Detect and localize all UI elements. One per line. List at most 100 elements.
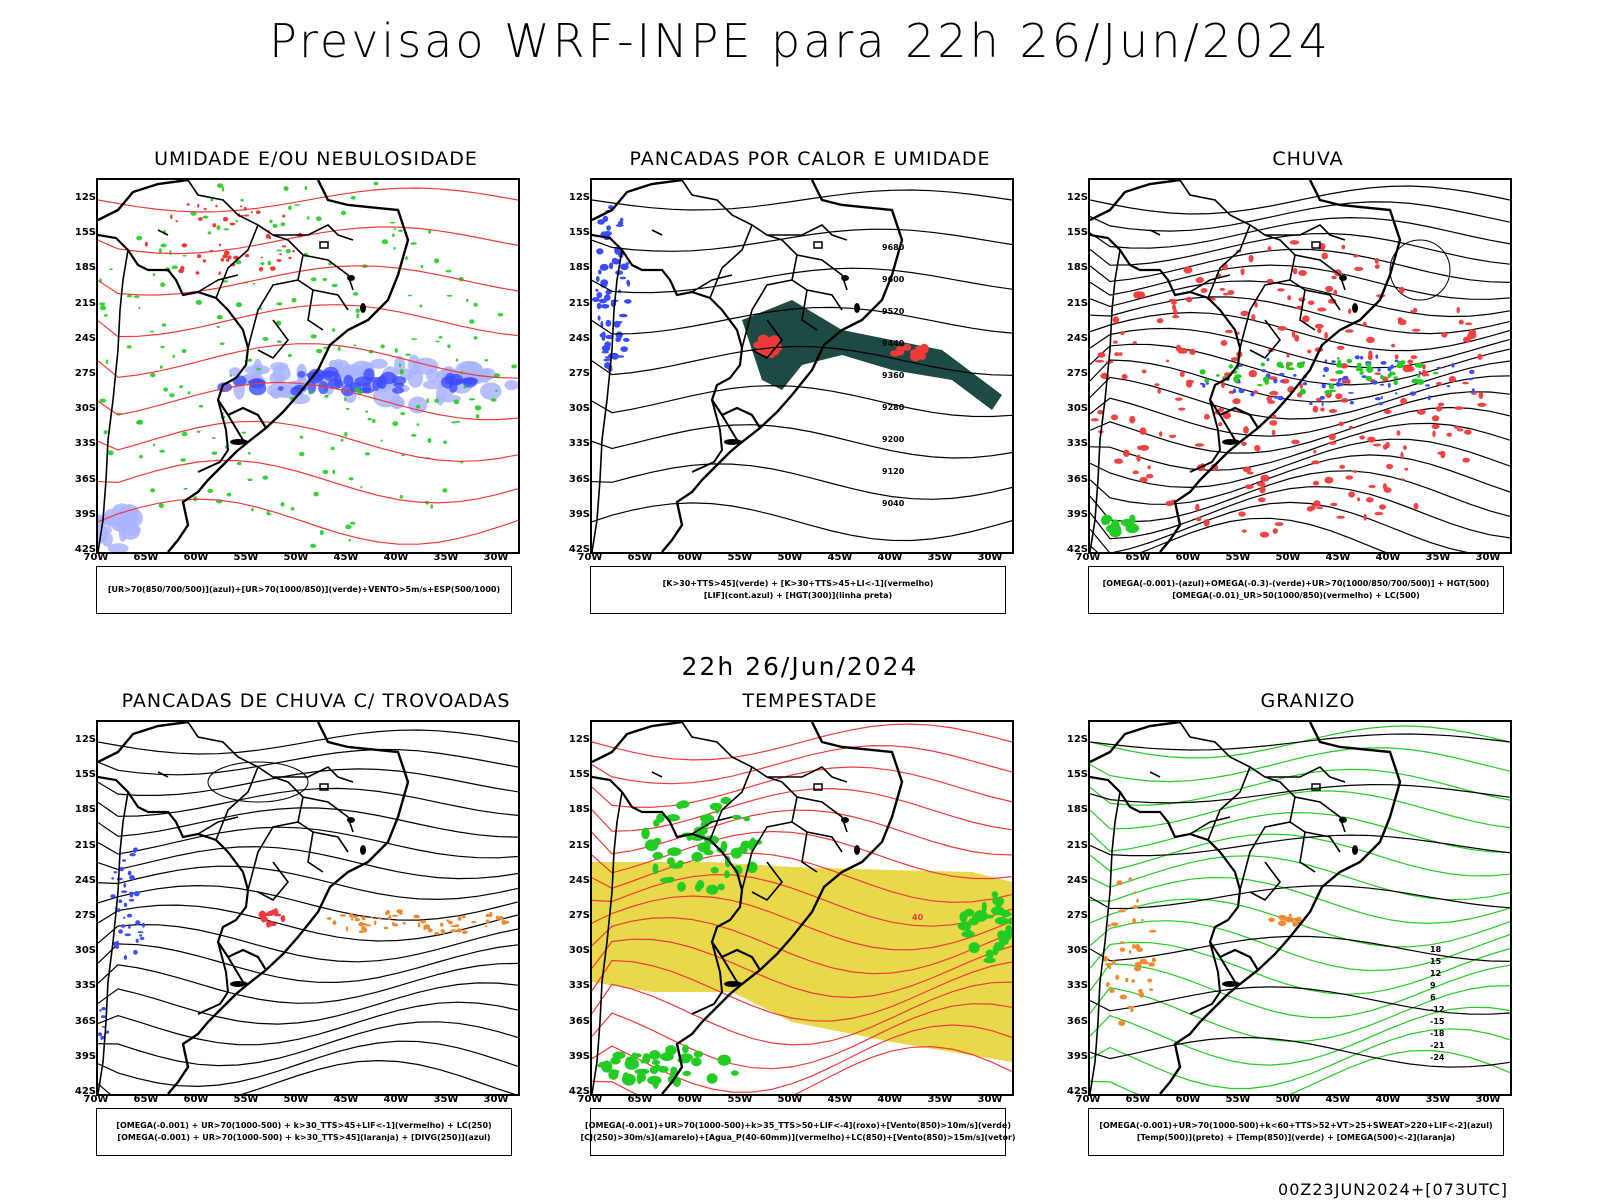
legend-box: [K>30+TTS>45](verde) + [K>30+TTS>45+LI<-…: [590, 566, 1006, 614]
thunderstorm-orange-area: [450, 929, 457, 933]
rain-area: [1331, 275, 1337, 280]
omega-area: [1451, 363, 1455, 368]
omega500-area: [1132, 905, 1139, 909]
lc850-streamline: [592, 744, 1012, 785]
humidity-lower-dot: [408, 294, 412, 297]
rain-area: [1196, 516, 1202, 522]
rain-area: [1456, 306, 1460, 314]
strong-omega-area: [1366, 366, 1374, 373]
rain-area: [1432, 430, 1436, 438]
rain-area: [1438, 402, 1445, 407]
humidity-lower-dot: [159, 449, 166, 453]
strong-omega-area: [1416, 379, 1425, 385]
omega-area: [1469, 369, 1475, 374]
humidity-core-area: [448, 382, 458, 393]
humidity-lower-dot: [453, 399, 460, 405]
rain-area: [1336, 515, 1345, 519]
rain-area: [1251, 314, 1256, 321]
lon-tick-label: 30W: [1475, 552, 1501, 563]
temp850-contour: [1090, 985, 1510, 1043]
rain-area: [1413, 502, 1419, 510]
lon-tick-label: 55W: [1225, 552, 1251, 563]
wind-850-area: [743, 816, 751, 822]
humidity-core-area: [307, 372, 324, 384]
omega-area: [1277, 395, 1284, 401]
thunderstorm-orange-area: [396, 909, 403, 914]
lon-tick-label: 40W: [1375, 552, 1401, 563]
lon-tick-label: 65W: [1125, 1094, 1151, 1105]
thunderstorm-orange-area: [457, 916, 462, 921]
lc250-streamline: [98, 943, 518, 984]
humidity-lower-dot: [495, 389, 498, 393]
map-plot-area: 40: [590, 720, 1014, 1096]
omega500-area: [1128, 950, 1132, 954]
wind-850-area: [717, 883, 725, 891]
divergence-area: [121, 890, 128, 893]
humidity-lower-dot: [360, 486, 363, 488]
legend-line: [OMEGA(-0.001)+UR>70(1000-500)+k<60+TTS>…: [1099, 1121, 1493, 1130]
humidity-lower-dot: [411, 434, 417, 437]
hgt300-contour: [592, 228, 1012, 252]
thunderstorm-orange-area: [417, 922, 421, 928]
strong-omega-area: [1129, 514, 1136, 525]
legend-line: [OMEGA(-0.001) + UR>70(1000-500) + k>30_…: [117, 1133, 491, 1142]
humidity-lower-dot: [380, 344, 385, 349]
wind-850-area: [652, 863, 659, 875]
cyclone-streamline: [1389, 239, 1451, 301]
omega-area: [1338, 382, 1344, 387]
rain-area: [1403, 445, 1407, 450]
thickness-dot: [212, 223, 217, 228]
temp500-contour: [1090, 885, 1510, 910]
rain-area: [1362, 321, 1367, 328]
rain-area: [1328, 433, 1336, 441]
strong-omega-area: [1359, 371, 1364, 375]
rain-area: [1298, 297, 1306, 302]
wind-850-area: [1004, 928, 1012, 937]
thickness-dot: [218, 271, 222, 274]
humidity-upper-area: [270, 388, 281, 399]
humidity-lower-dot: [138, 306, 141, 310]
rain-area: [1324, 332, 1328, 339]
humidity-lower-dot: [315, 216, 322, 222]
wind-850-area: [697, 842, 711, 853]
humidity-lower-dot: [276, 302, 283, 306]
thickness-contour: [98, 304, 518, 338]
humidity-lower-dot: [280, 502, 285, 507]
omega500-area: [1288, 917, 1294, 921]
rain-area: [1368, 484, 1376, 489]
rain-area: [1348, 491, 1355, 498]
lat-tick-label: 39S: [568, 508, 590, 520]
rain-area: [1477, 402, 1487, 407]
humidity-lower-dot: [150, 372, 156, 378]
humidity-lower-dot: [133, 295, 140, 298]
humidity-lower-dot: [216, 225, 221, 231]
lat-tick-label: 33S: [568, 980, 590, 992]
omega-area: [1319, 395, 1326, 400]
humidity-lower-dot: [160, 243, 167, 248]
thickness-dot: [239, 205, 243, 208]
rain-area: [1329, 378, 1338, 382]
omega-area: [1321, 383, 1325, 389]
wind-850-area: [608, 1069, 620, 1075]
lon-tick-label: 55W: [727, 1094, 753, 1105]
strong-omega-area: [1109, 526, 1122, 538]
map-svg: [98, 180, 518, 552]
rain-area: [1110, 414, 1119, 421]
rain-area: [1248, 254, 1254, 263]
wind-850-area: [1007, 917, 1012, 925]
humidity-lower-dot: [223, 228, 230, 231]
rain-area: [1448, 376, 1456, 383]
lon-tick-label: 50W: [777, 552, 803, 563]
omega-area: [1409, 391, 1416, 396]
rain-area: [1416, 409, 1426, 415]
rain-area: [1359, 435, 1365, 440]
rain-area: [1136, 454, 1141, 462]
rain-area: [1259, 531, 1270, 538]
humidity-lower-dot: [150, 488, 156, 493]
lat-tick-label: 42S: [568, 544, 590, 555]
rain-area: [1114, 458, 1123, 464]
lon-tick-label: 30W: [483, 552, 509, 563]
humidity-core-area: [318, 381, 329, 395]
contour-label: -24: [1430, 1053, 1445, 1062]
rain-area: [1478, 392, 1484, 399]
